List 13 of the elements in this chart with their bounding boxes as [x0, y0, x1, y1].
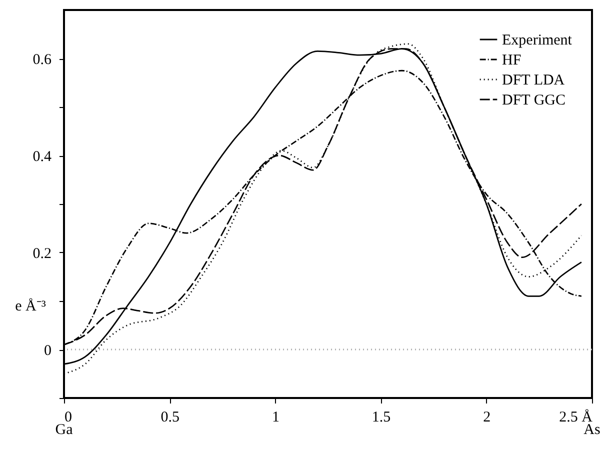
x-tick-label: 1: [272, 410, 280, 426]
y-tick-label: 0.4: [32, 149, 52, 165]
y-axis-title: e Å⁻³: [15, 298, 46, 315]
x-tick-label: 2: [483, 410, 491, 426]
legend-label: DFT GGC: [502, 92, 566, 108]
y-tick-label: 0.6: [32, 52, 52, 68]
legend-label: HF: [502, 52, 522, 68]
y-tick-label: 0: [44, 343, 52, 359]
x-tick-label: 1.5: [372, 410, 391, 426]
x-tick-label: 0.5: [160, 410, 180, 426]
legend-label: DFT LDA: [502, 72, 565, 88]
y-tick-label: 0.2: [32, 246, 52, 262]
legend-label: Experiment: [502, 32, 573, 48]
